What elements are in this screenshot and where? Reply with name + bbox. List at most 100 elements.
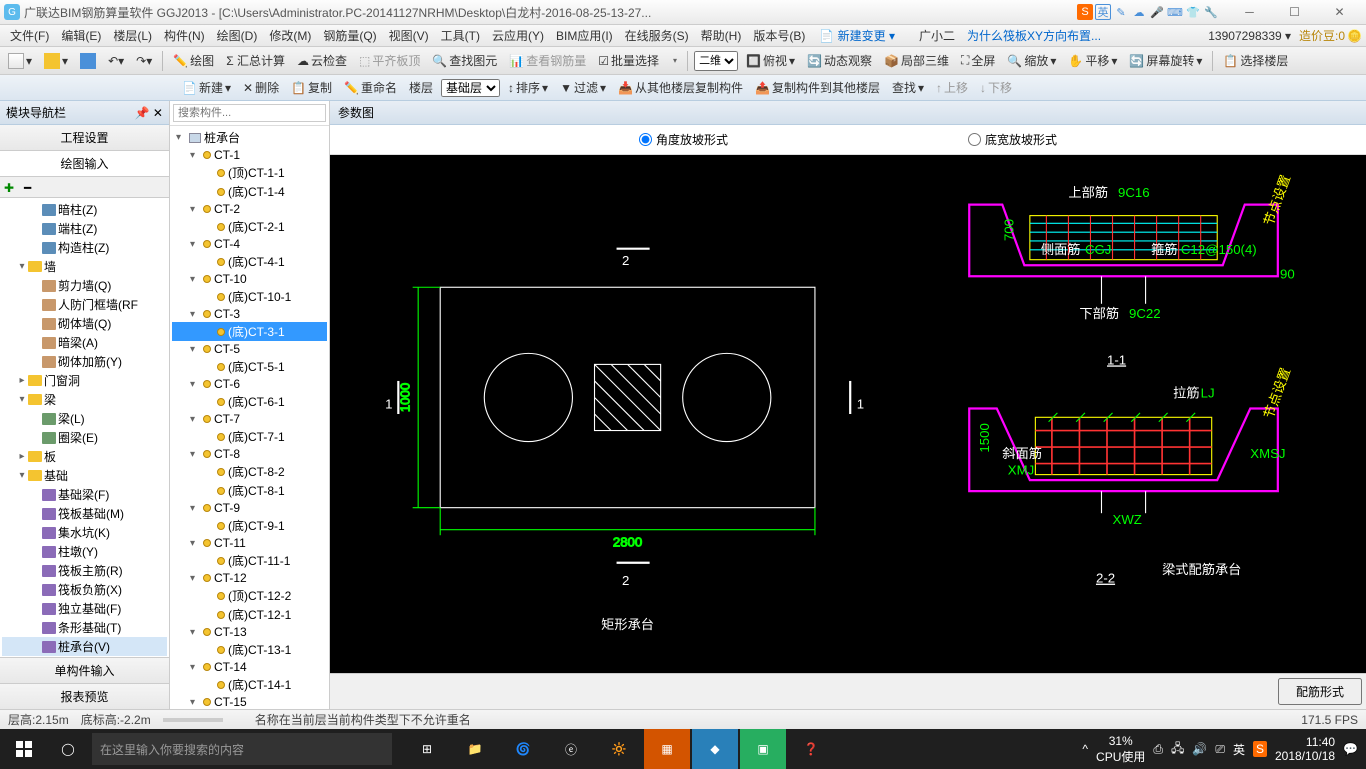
tree-row[interactable]: 砌体墙(Q) xyxy=(2,314,167,333)
nav-tab-report[interactable]: 报表预览 xyxy=(0,683,169,709)
cortana-icon[interactable]: ◯ xyxy=(48,742,88,756)
rebar-button[interactable]: 📊查看钢筋量 xyxy=(505,50,590,71)
comp-child[interactable]: (顶)CT-12-2 xyxy=(172,586,327,605)
copy-button[interactable]: 📋复制 xyxy=(287,77,336,98)
cloud-check-button[interactable]: ☁云检查 xyxy=(293,50,351,71)
comp-child[interactable]: (底)CT-13-1 xyxy=(172,640,327,659)
menu-item[interactable]: 在线服务(S) xyxy=(619,25,695,46)
cpu-meter[interactable]: 31%CPU使用 xyxy=(1096,734,1145,765)
clock[interactable]: 11:402018/10/18 xyxy=(1275,735,1335,763)
move-down-button[interactable]: ↓下移 xyxy=(976,77,1016,98)
new-button[interactable]: ▾ xyxy=(4,51,36,71)
menu-item[interactable]: 绘图(D) xyxy=(211,25,264,46)
ime-icon[interactable]: ☁ xyxy=(1131,4,1147,20)
bird-button[interactable]: 🔲俯视▾ xyxy=(742,50,799,71)
comp-child[interactable]: (底)CT-8-2 xyxy=(172,462,327,481)
nav-tree[interactable]: 暗柱(Z)端柱(Z)构造柱(Z)▾墙剪力墙(Q)人防门框墙(RF砌体墙(Q)暗梁… xyxy=(0,198,169,657)
app-icon[interactable]: 🌀 xyxy=(500,729,546,769)
tree-row[interactable]: 筏板主筋(R) xyxy=(2,561,167,580)
menu-item[interactable]: BIM应用(I) xyxy=(550,25,619,46)
app-icon[interactable]: ▣ xyxy=(740,729,786,769)
flat-button[interactable]: ⬚平齐板顶 xyxy=(355,50,424,71)
tree-row[interactable]: 条形基础(T) xyxy=(2,618,167,637)
tree-row[interactable]: 暗柱(Z) xyxy=(2,200,167,219)
tree-row[interactable]: 基础梁(F) xyxy=(2,485,167,504)
close-button[interactable]: ✕ xyxy=(1317,0,1362,25)
task-view-icon[interactable]: ⊞ xyxy=(404,729,450,769)
nav-tab-single[interactable]: 单构件输入 xyxy=(0,657,169,683)
tray-up-icon[interactable]: ^ xyxy=(1082,742,1088,756)
minimize-button[interactable]: ─ xyxy=(1227,0,1272,25)
comp-child[interactable]: (底)CT-1-4 xyxy=(172,182,327,201)
menu-item[interactable]: 视图(V) xyxy=(383,25,435,46)
undo-button[interactable]: ↶▾ xyxy=(104,52,128,70)
tree-row[interactable]: ▸板 xyxy=(2,447,167,466)
batch-button[interactable]: ☑批量选择 xyxy=(594,50,663,71)
ime-icon[interactable]: 🎤 xyxy=(1149,4,1165,20)
comp-item[interactable]: ▾CT-6 xyxy=(172,376,327,392)
drawing-canvas[interactable]: 2800 1000 1 1 2 2 矩形承台 xyxy=(330,155,1366,673)
menu-item[interactable]: 云应用(Y) xyxy=(486,25,550,46)
tree-row[interactable]: 柱墩(Y) xyxy=(2,542,167,561)
menu-item[interactable]: 编辑(E) xyxy=(55,25,107,46)
filter-button[interactable]: ▼过滤▾ xyxy=(556,77,610,98)
comp-item[interactable]: ▾CT-5 xyxy=(172,341,327,357)
ime-lang-icon[interactable]: 英 xyxy=(1095,4,1111,20)
menu-user[interactable]: 广小二 xyxy=(913,25,961,46)
dropdown[interactable] xyxy=(667,54,681,67)
floor-select[interactable]: 基础层 xyxy=(441,79,500,97)
sogou-tray-icon[interactable]: S xyxy=(1253,741,1267,757)
move-up-button[interactable]: ↑上移 xyxy=(932,77,972,98)
sum-button[interactable]: Σ 汇总计算 xyxy=(222,50,289,71)
pan-button[interactable]: ✋平移▾ xyxy=(1064,50,1121,71)
open-button[interactable]: ▾ xyxy=(40,51,72,71)
comp-child[interactable]: (底)CT-4-1 xyxy=(172,252,327,271)
redo-button[interactable]: ↷▾ xyxy=(132,52,156,70)
find-button[interactable]: 🔍查找图元 xyxy=(428,50,501,71)
save-button[interactable] xyxy=(76,51,100,71)
ime-icon[interactable]: 🔧 xyxy=(1203,4,1219,20)
app-icon[interactable]: ◆ xyxy=(692,729,738,769)
comp-item[interactable]: ▾CT-1 xyxy=(172,147,327,163)
comp-child[interactable]: (底)CT-9-1 xyxy=(172,516,327,535)
find-comp-button[interactable]: 查找▾ xyxy=(888,77,928,98)
select-floor-button[interactable]: 📋选择楼层 xyxy=(1219,50,1292,71)
tree-row[interactable]: 构造柱(Z) xyxy=(2,238,167,257)
copy-to-button[interactable]: 📤复制构件到其他楼层 xyxy=(751,77,884,98)
ime-icon[interactable]: ✎ xyxy=(1113,4,1129,20)
comp-item[interactable]: ▾CT-15 xyxy=(172,694,327,709)
menu-item[interactable]: 钢筋量(Q) xyxy=(317,25,382,46)
edge-icon[interactable]: ⓔ xyxy=(548,729,594,769)
rotate-button[interactable]: 🔄屏幕旋转▾ xyxy=(1125,50,1206,71)
tree-row[interactable]: ▾墙 xyxy=(2,257,167,276)
comp-item[interactable]: ▾CT-9 xyxy=(172,500,327,516)
rebar-form-button[interactable]: 配筋形式 xyxy=(1278,678,1362,705)
draw-button[interactable]: ✏️绘图 xyxy=(169,50,218,71)
comp-child[interactable]: (底)CT-14-1 xyxy=(172,675,327,694)
local3d-button[interactable]: 📦局部三维 xyxy=(880,50,953,71)
taskbar-search[interactable]: 在这里输入你要搜索的内容 xyxy=(92,733,392,765)
copy-from-button[interactable]: 📥从其他楼层复制构件 xyxy=(614,77,747,98)
rename-button[interactable]: ✏️重命名 xyxy=(340,77,401,98)
radio-angle[interactable]: 角度放坡形式 xyxy=(639,131,728,148)
menu-item[interactable]: 楼层(L) xyxy=(107,25,158,46)
volume-icon[interactable]: 🔊 xyxy=(1192,742,1207,756)
network-icon[interactable]: 🖧 xyxy=(1171,739,1184,760)
app-icon[interactable]: ❓ xyxy=(788,729,834,769)
tree-row[interactable]: ▾基础 xyxy=(2,466,167,485)
app-icon[interactable]: 🔆 xyxy=(596,729,642,769)
comp-item[interactable]: ▾CT-4 xyxy=(172,236,327,252)
comp-item[interactable]: ▾CT-14 xyxy=(172,659,327,675)
comp-child[interactable]: (底)CT-12-1 xyxy=(172,605,327,624)
comp-item[interactable]: ▾CT-3 xyxy=(172,306,327,322)
menu-new-change[interactable]: 📄 新建变更 ▾ xyxy=(813,25,901,46)
comp-child[interactable]: (底)CT-11-1 xyxy=(172,551,327,570)
menu-coin[interactable]: 造价豆:0 🪙 xyxy=(1299,27,1362,44)
menu-help-link[interactable]: 为什么筏板XY方向布置... xyxy=(963,25,1105,46)
search-input[interactable] xyxy=(173,104,326,122)
comp-child[interactable]: (底)CT-7-1 xyxy=(172,427,327,446)
nav-tab-settings[interactable]: 工程设置 xyxy=(0,125,169,151)
menu-item[interactable]: 文件(F) xyxy=(4,25,55,46)
dim-select[interactable]: 二维 xyxy=(694,51,738,71)
tree-row[interactable]: 独立基础(F) xyxy=(2,599,167,618)
